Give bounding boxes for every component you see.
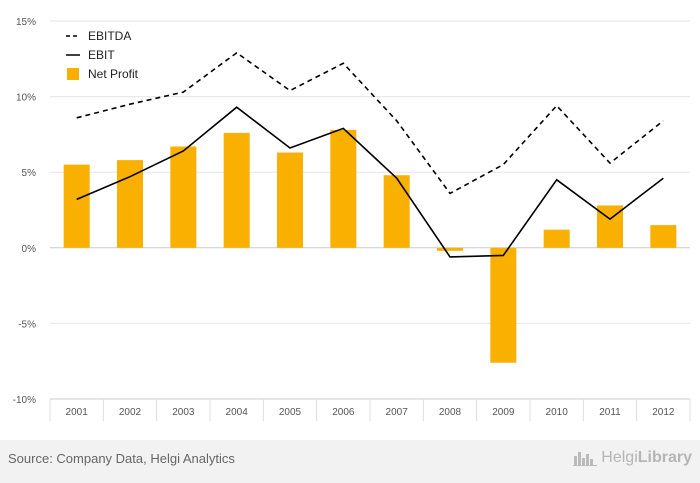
y-tick-label: 15% (16, 17, 36, 28)
legend-net-profit-swatch (67, 68, 79, 80)
x-axis: 2001 2002 2003 2004 2005 2006 2007 2008 2009 2010… (49, 398, 691, 421)
y-tick-label: 10% (16, 93, 36, 104)
net-profit-bar (63, 164, 90, 248)
x-tick-label: 2002 (119, 407, 142, 418)
x-tick-label: 2006 (332, 407, 355, 418)
x-tick-label: 2010 (546, 407, 569, 418)
x-tick-label: 2012 (652, 407, 675, 418)
y-tick-label: 5% (22, 168, 37, 179)
y-tick-label: -5% (18, 319, 36, 330)
x-tick-label: 2001 (66, 407, 89, 418)
legend-ebit-label: EBIT (88, 48, 115, 62)
city-skyline-icon (573, 452, 598, 466)
legend-net-profit-label: Net Profit (88, 67, 139, 81)
y-tick-label: 0% (22, 244, 37, 255)
source-note: Source: Company Data, Helgi Analytics (8, 451, 235, 466)
y-axis-tick-labels: -10% -5% 0% 5% 10% 15% (13, 17, 36, 406)
net-profit-bar (490, 247, 517, 363)
series-lines (76, 51, 664, 258)
ebitda-line (76, 51, 664, 195)
chart: -10%-5%0%5%10%15% 2001 2002 2003 2004 2005 20… (13, 17, 691, 421)
ebit-line (76, 106, 664, 258)
legend-ebitda-label: EBITDA (88, 29, 131, 43)
gridlines (50, 20, 690, 400)
x-tick-label: 2011 (599, 407, 621, 418)
net-profit-bar (117, 160, 143, 248)
x-tick-label: 2005 (279, 407, 302, 418)
net-profit-bar (543, 229, 570, 248)
x-tick-label: 2009 (492, 407, 515, 418)
x-tick-label: 2007 (386, 407, 409, 418)
x-tick-label: 2008 (439, 407, 462, 418)
footer: Source: Company Data, Helgi Analytics He… (0, 440, 700, 483)
net-profit-bar (650, 225, 677, 248)
net-profit-bar (277, 152, 303, 248)
net-profit-bars (63, 129, 677, 363)
helgi-library-logo[interactable]: Helgi Library (573, 449, 692, 467)
x-tick-label: 2003 (172, 407, 195, 418)
net-profit-bar (330, 129, 357, 248)
x-tick-label: 2004 (226, 407, 249, 418)
brand-name-suffix: Library (637, 449, 692, 466)
net-profit-bar (223, 132, 250, 248)
y-tick-label: -10% (13, 395, 36, 406)
net-profit-bar (170, 146, 197, 248)
legend: EBITDA EBIT Net Profit (66, 29, 139, 81)
net-profit-bar (437, 247, 463, 251)
net-profit-bar (383, 175, 410, 248)
brand-name-prefix: Helgi (601, 449, 638, 466)
